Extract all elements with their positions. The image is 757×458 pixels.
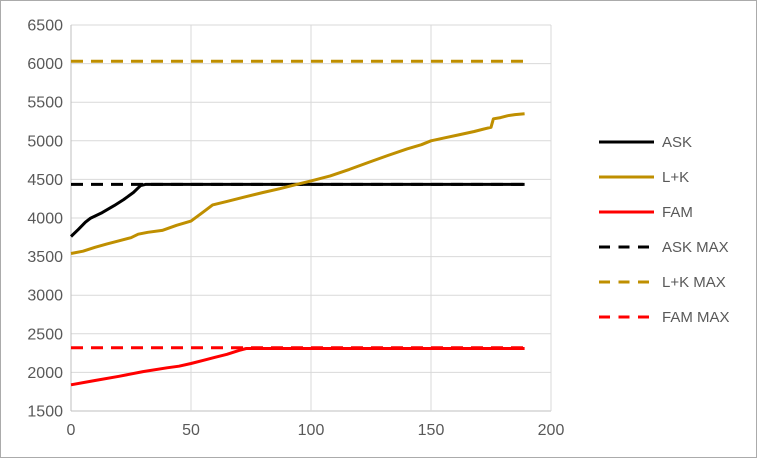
legend-swatch-l-k-max: [599, 280, 654, 284]
y-tick-label: 2500: [27, 326, 63, 343]
legend-swatch-l-k: [599, 175, 654, 179]
x-tick-label: 0: [67, 422, 76, 439]
legend-item-ask: ASK: [598, 132, 730, 152]
y-tick-label: 3000: [27, 288, 63, 305]
y-tick-label: 5500: [27, 95, 63, 112]
legend-swatch-ask-max: [599, 245, 654, 249]
legend-item-fam-max: FAM MAX: [598, 307, 730, 327]
plot-area: 1500200025003000350040004500500055006000…: [27, 18, 565, 440]
legend-label-fam: FAM: [662, 203, 693, 221]
x-tick-label: 150: [418, 422, 445, 439]
series-line-ask: [69, 182, 525, 238]
y-tick-label: 6000: [27, 56, 63, 73]
y-tick-label: 1500: [27, 404, 63, 421]
y-tick-label: 3500: [27, 249, 63, 266]
legend-item-ask-max: ASK MAX: [598, 237, 730, 257]
legend-label-ask-max: ASK MAX: [662, 238, 729, 256]
legend-label-fam-max: FAM MAX: [662, 308, 730, 326]
y-tick-label: 6500: [27, 18, 63, 35]
x-tick-label: 50: [182, 422, 200, 439]
legend-swatch-fam-max: [599, 315, 654, 319]
legend-item-l-k-max: L+K MAX: [598, 272, 730, 292]
legend-swatch-ask: [599, 140, 654, 144]
legend: ASK L+K FAM ASK MAX L+K MAX FAM MAX: [598, 132, 730, 342]
x-tick-label: 100: [298, 422, 325, 439]
x-tick-label: 200: [538, 422, 565, 439]
y-tick-label: 4000: [27, 211, 63, 228]
legend-label-l-k-max: L+K MAX: [662, 273, 726, 291]
y-tick-label: 4500: [27, 172, 63, 189]
legend-item-l-k: L+K: [598, 167, 730, 187]
series-line-fam: [70, 347, 525, 387]
y-tick-label: 5000: [27, 133, 63, 150]
y-tick-label: 2000: [27, 365, 63, 382]
legend-label-ask: ASK: [662, 133, 693, 151]
legend-label-l-k: L+K: [662, 168, 690, 186]
legend-swatch-fam: [599, 210, 654, 214]
series-line-l-k: [70, 112, 525, 255]
legend-item-fam: FAM: [598, 202, 730, 222]
